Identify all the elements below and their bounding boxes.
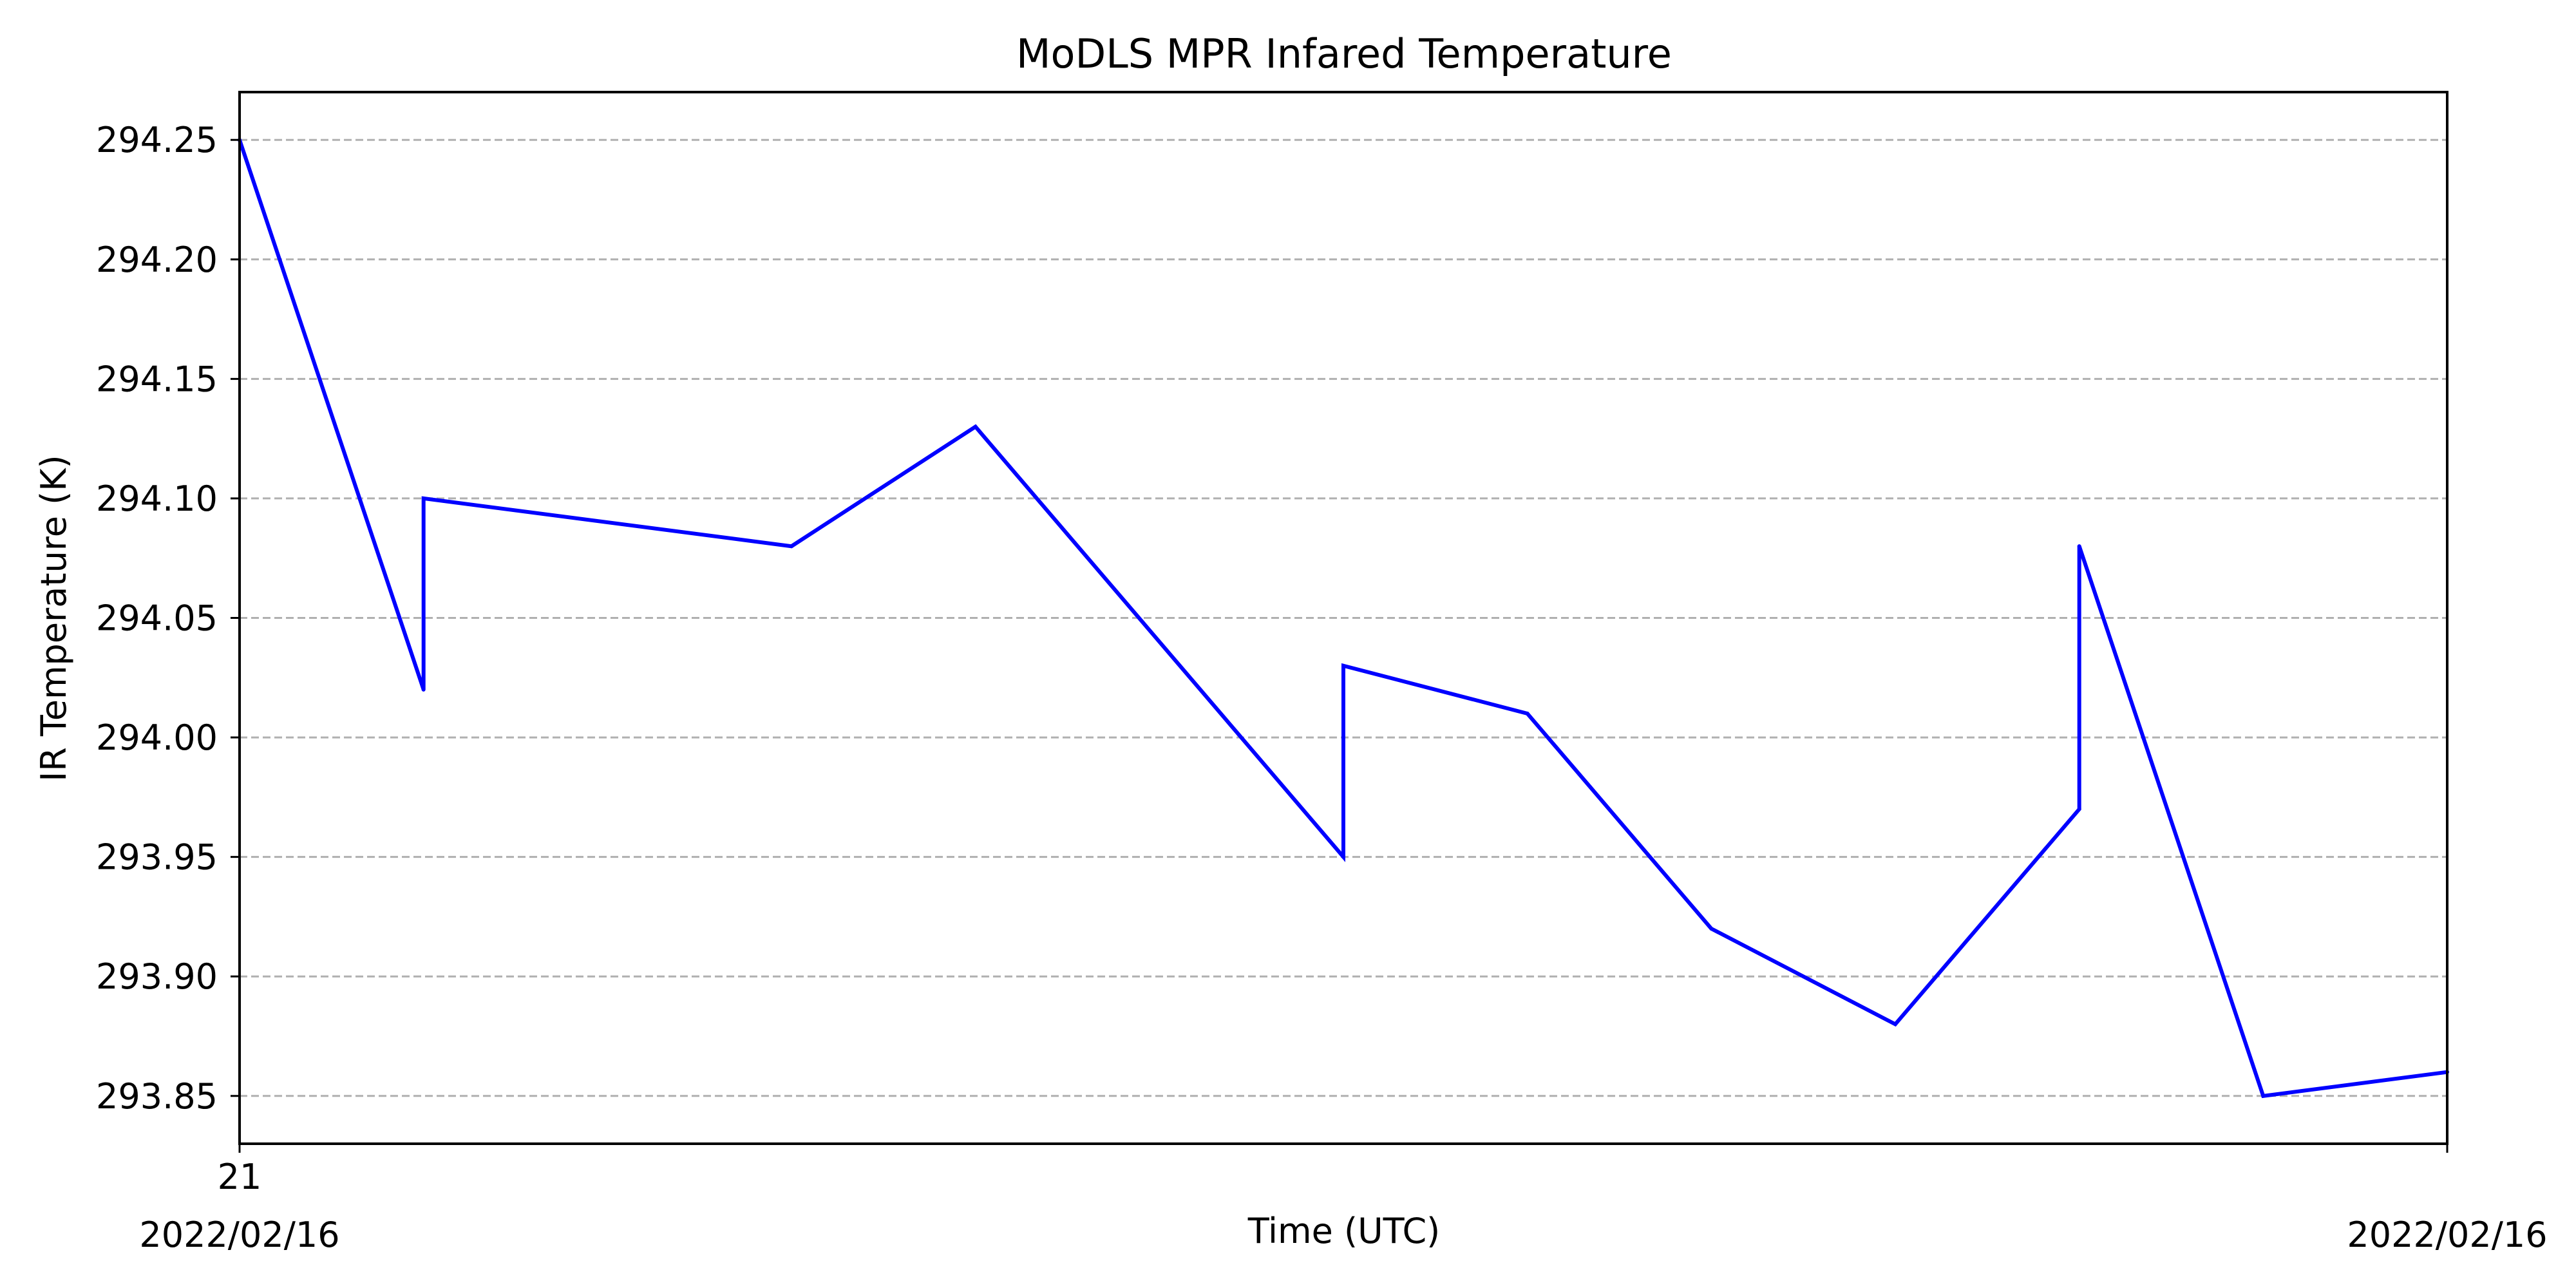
x-tick-label: 21 <box>218 1157 262 1197</box>
x-axis-label: Time (UTC) <box>1247 1211 1441 1251</box>
data-point <box>2261 1094 2266 1098</box>
data-point <box>1341 663 1345 668</box>
y-tick-label: 294.20 <box>96 240 218 280</box>
chart-title: MoDLS MPR Infared Temperature <box>1016 30 1672 77</box>
y-gridlines <box>240 138 2447 1097</box>
x-tick-sublabel: 2022/02/16 <box>2347 1215 2547 1255</box>
y-tick-label: 294.15 <box>96 359 218 399</box>
data-point <box>1525 711 1530 715</box>
data-point <box>421 687 426 692</box>
y-tick-label: 293.90 <box>96 956 218 997</box>
y-tick-label: 293.95 <box>96 837 218 878</box>
data-point <box>1893 1022 1897 1027</box>
y-axis-label: IR Temperature (K) <box>33 455 74 781</box>
y-axis: 293.85 293.90 293.95 294.00 294.05 294.10 294.… <box>96 120 240 1117</box>
data-point <box>1341 855 1345 859</box>
data-point <box>2077 544 2081 549</box>
y-tick-label: 294.00 <box>96 717 218 758</box>
data-point <box>973 424 978 429</box>
x-axis: 21 2022/02/16 2022/02/16 <box>139 1144 2548 1255</box>
x-tick-sublabel: 2022/02/16 <box>139 1215 339 1255</box>
y-tick-label: 294.25 <box>96 120 218 160</box>
data-point <box>2077 807 2081 811</box>
y-tick-label: 293.85 <box>96 1076 218 1117</box>
data-point <box>421 496 426 500</box>
data-point <box>1709 926 1714 931</box>
y-tick-label: 294.05 <box>96 598 218 639</box>
data-point <box>790 544 793 549</box>
series-line <box>238 139 2448 1099</box>
y-tick-label: 294.10 <box>96 478 218 519</box>
